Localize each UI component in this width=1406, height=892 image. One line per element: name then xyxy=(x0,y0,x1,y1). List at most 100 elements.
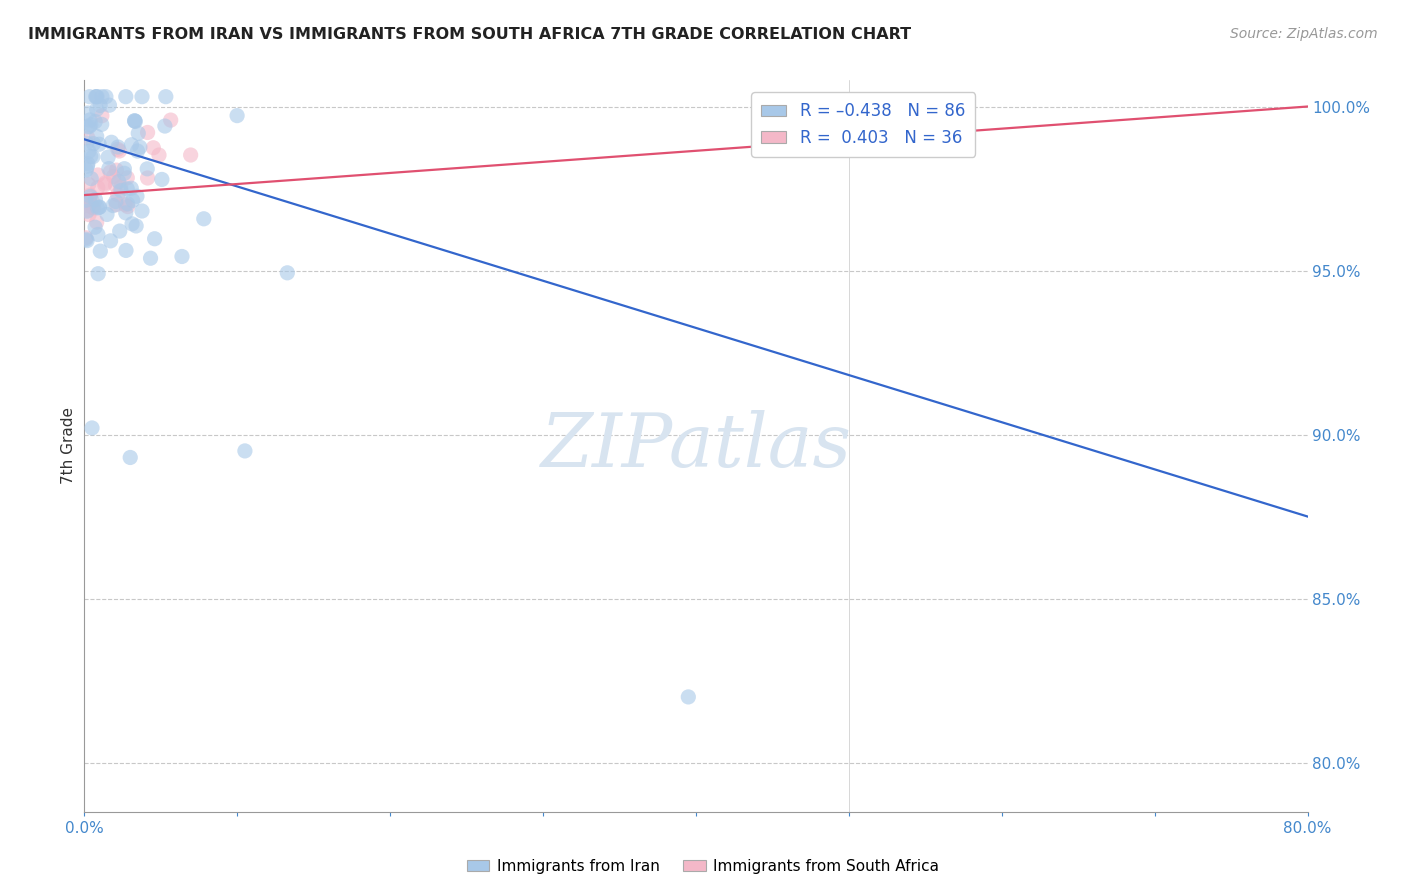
Point xyxy=(89,200,111,214)
Point xyxy=(82,194,104,208)
Point xyxy=(180,148,202,162)
Point xyxy=(115,244,138,258)
Point xyxy=(76,159,98,173)
Point xyxy=(114,197,136,211)
Point xyxy=(170,250,193,264)
Point xyxy=(96,207,118,221)
Point xyxy=(93,178,115,192)
Point xyxy=(89,200,111,214)
Point xyxy=(79,112,101,127)
Point xyxy=(89,98,111,112)
Point xyxy=(79,189,101,203)
Point xyxy=(139,251,162,265)
Point xyxy=(87,227,110,242)
Point xyxy=(79,196,101,211)
Point xyxy=(98,98,121,112)
Point xyxy=(108,224,131,238)
Point xyxy=(91,89,114,103)
Point xyxy=(108,144,131,158)
Point xyxy=(94,89,117,103)
Point xyxy=(114,206,136,220)
Point xyxy=(86,215,108,229)
Text: Source: ZipAtlas.com: Source: ZipAtlas.com xyxy=(1230,27,1378,41)
Point xyxy=(124,113,146,128)
Point xyxy=(124,114,146,128)
Point xyxy=(79,120,101,134)
Point xyxy=(153,119,176,133)
Point xyxy=(117,197,139,211)
Point xyxy=(76,199,98,213)
Point xyxy=(83,201,105,215)
Point xyxy=(117,182,139,196)
Point xyxy=(127,144,149,158)
Point xyxy=(127,126,149,140)
Point xyxy=(125,219,148,233)
Point xyxy=(86,103,108,117)
Point xyxy=(110,184,132,198)
Point xyxy=(108,175,131,189)
Point xyxy=(86,129,108,144)
Point xyxy=(79,89,101,103)
Point xyxy=(75,231,97,245)
Point xyxy=(75,193,97,207)
Point xyxy=(112,166,135,180)
Point xyxy=(77,145,100,159)
Point xyxy=(80,149,103,163)
Point xyxy=(76,204,98,219)
Point xyxy=(678,690,700,704)
Point xyxy=(75,136,97,150)
Point xyxy=(136,161,159,176)
Point xyxy=(121,194,143,208)
Point xyxy=(84,193,107,207)
Point xyxy=(89,137,111,152)
Point xyxy=(98,165,121,179)
Point xyxy=(117,200,139,214)
Point xyxy=(120,137,142,152)
Point xyxy=(80,118,103,132)
Point xyxy=(233,444,256,458)
Point xyxy=(105,197,128,211)
Point xyxy=(121,217,143,231)
Point xyxy=(97,161,120,176)
Point xyxy=(87,168,110,182)
Point xyxy=(82,150,104,164)
Text: ZIPatlas: ZIPatlas xyxy=(540,409,852,483)
Point xyxy=(76,106,98,120)
Point xyxy=(136,126,159,140)
Point xyxy=(76,157,98,171)
Point xyxy=(76,203,98,218)
Point xyxy=(107,142,129,156)
Point xyxy=(79,188,101,202)
Point xyxy=(84,114,107,128)
Point xyxy=(86,89,108,103)
Point xyxy=(276,266,298,280)
Point xyxy=(90,117,112,131)
Point xyxy=(104,178,127,192)
Text: IMMIGRANTS FROM IRAN VS IMMIGRANTS FROM SOUTH AFRICA 7TH GRADE CORRELATION CHART: IMMIGRANTS FROM IRAN VS IMMIGRANTS FROM … xyxy=(28,27,911,42)
Point xyxy=(80,171,103,186)
Point xyxy=(89,244,111,259)
Point xyxy=(97,150,120,164)
Point xyxy=(103,169,125,184)
Point xyxy=(193,211,215,226)
Point xyxy=(155,89,177,103)
Point xyxy=(105,163,128,178)
Point xyxy=(90,109,112,123)
Point xyxy=(82,201,104,215)
Point xyxy=(226,109,249,123)
Point xyxy=(142,141,165,155)
Point xyxy=(75,232,97,246)
Legend: Immigrants from Iran, Immigrants from South Africa: Immigrants from Iran, Immigrants from So… xyxy=(460,853,946,880)
Point xyxy=(75,163,97,178)
Point xyxy=(143,232,166,246)
Point xyxy=(87,267,110,281)
Point xyxy=(107,187,129,202)
Point xyxy=(131,204,153,219)
Point xyxy=(128,140,150,154)
Point xyxy=(100,136,122,150)
Point xyxy=(76,120,98,134)
Point xyxy=(94,176,117,190)
Point xyxy=(907,99,929,113)
Point xyxy=(136,171,159,186)
Point xyxy=(112,161,135,176)
